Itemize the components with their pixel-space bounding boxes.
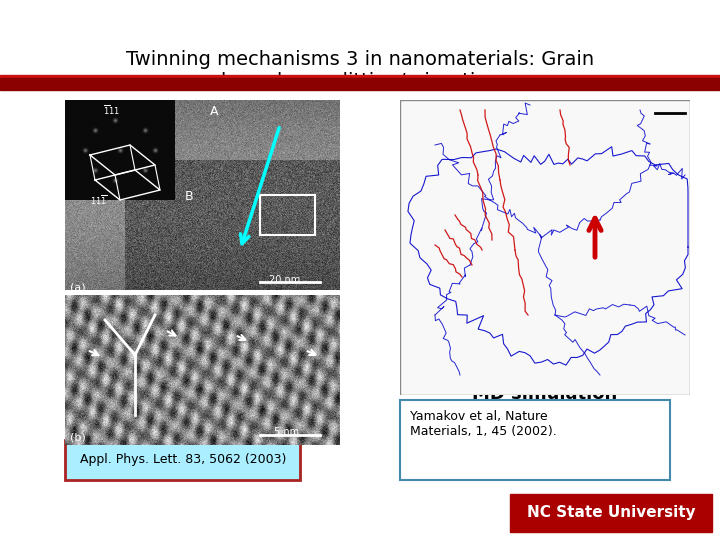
- Bar: [510, 494, 712, 532]
- Text: (a): (a): [70, 283, 86, 293]
- Text: NC State University: NC State University: [527, 505, 696, 521]
- Text: $\overline{1}$11: $\overline{1}$11: [103, 103, 120, 117]
- Bar: [260, 195, 315, 235]
- Text: B: B: [185, 190, 194, 203]
- Bar: [0, 75, 720, 78]
- Text: 5 nm: 5 nm: [274, 427, 300, 437]
- Bar: [0, 78, 720, 90]
- Text: A: A: [210, 105, 218, 118]
- Text: (b): (b): [70, 433, 86, 443]
- Bar: [400, 400, 670, 480]
- Text: MD simulation: MD simulation: [472, 385, 618, 403]
- Text: Appl. Phys. Lett. 83, 5062 (2003): Appl. Phys. Lett. 83, 5062 (2003): [80, 454, 286, 467]
- Text: 20 nm: 20 nm: [269, 275, 301, 285]
- Text: 11$\overline{1}$: 11$\overline{1}$: [90, 193, 108, 207]
- Text: Yamakov et al, Nature
Materials, 1, 45 (2002).: Yamakov et al, Nature Materials, 1, 45 (…: [410, 410, 557, 438]
- Text: Twinning mechanisms 3 in nanomaterials: Grain
boundary splitting/migration: Twinning mechanisms 3 in nanomaterials: …: [126, 50, 594, 91]
- Bar: [65, 440, 300, 480]
